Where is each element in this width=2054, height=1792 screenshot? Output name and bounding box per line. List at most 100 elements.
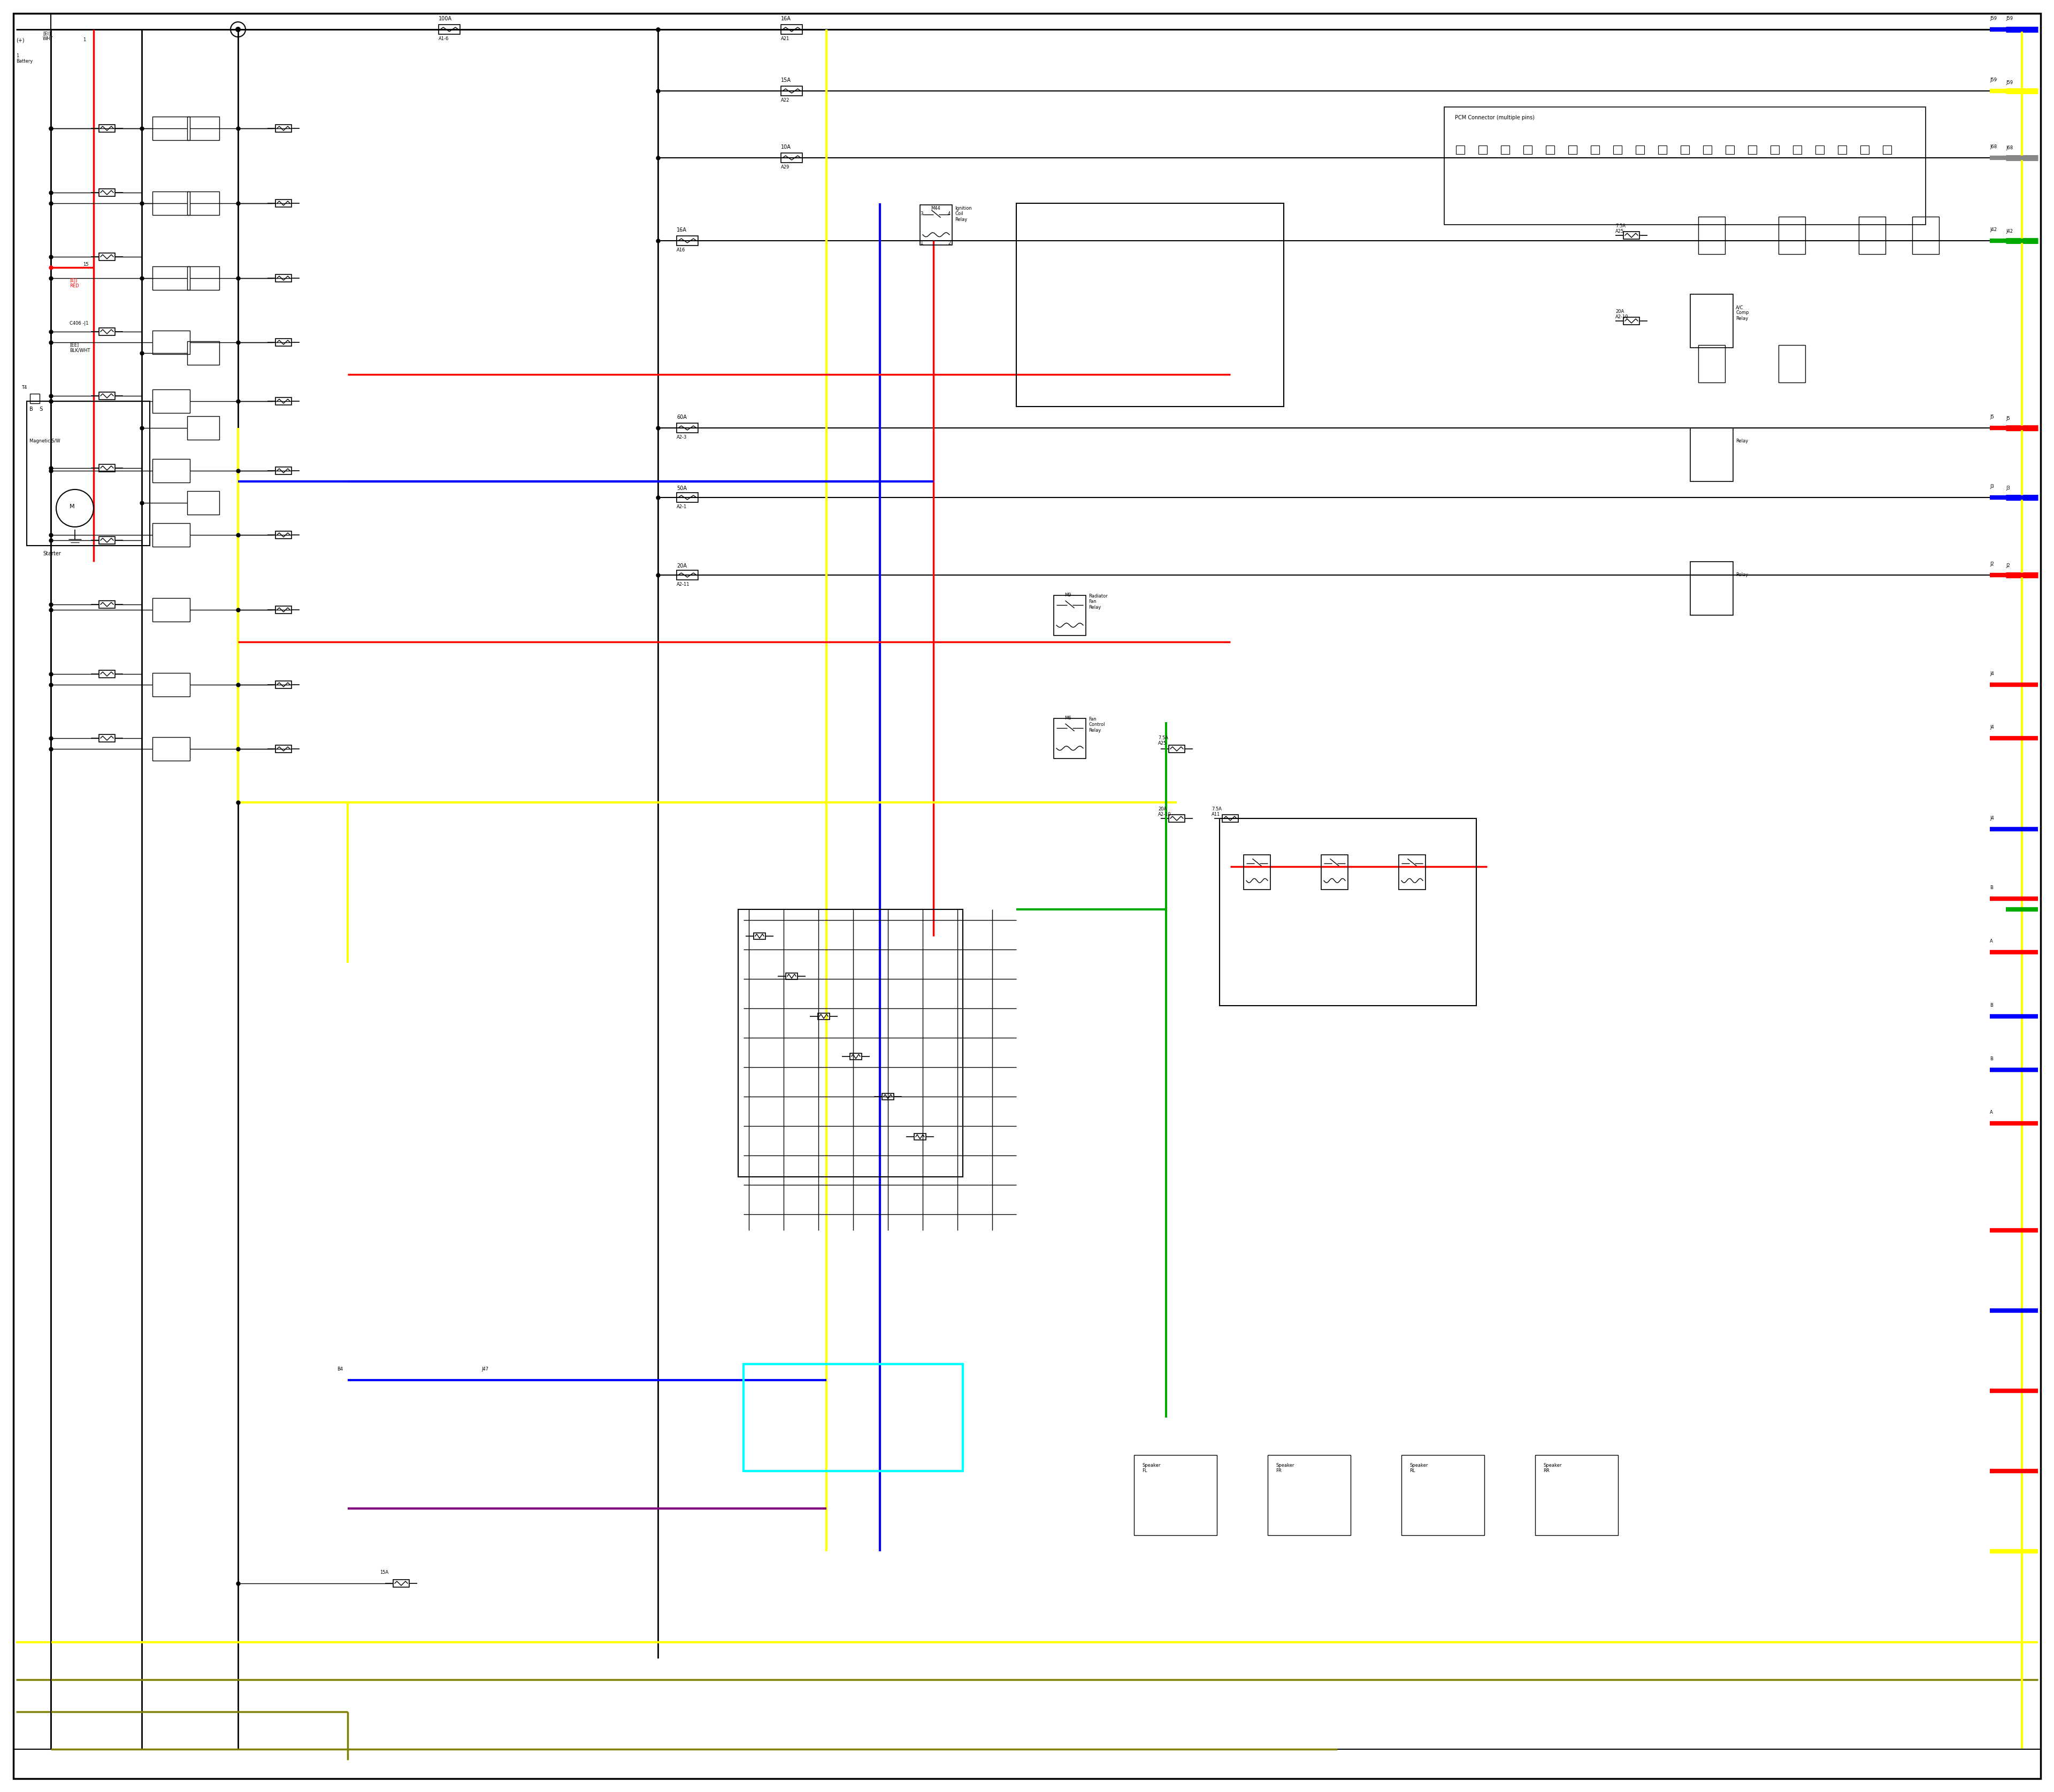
Text: B    S: B S xyxy=(29,407,43,412)
Bar xyxy=(1748,145,1756,154)
Text: Radiator
Fan
Relay: Radiator Fan Relay xyxy=(1089,593,1107,609)
Bar xyxy=(1779,346,1805,382)
Text: 4: 4 xyxy=(947,211,951,217)
Text: B: B xyxy=(1990,1057,1992,1061)
Text: J3: J3 xyxy=(2007,486,2011,491)
Text: [EE]
BLK/WHT: [EE] BLK/WHT xyxy=(70,342,90,353)
Bar xyxy=(187,416,220,439)
Bar xyxy=(1838,145,1847,154)
Bar xyxy=(187,192,220,215)
Text: 15A: 15A xyxy=(781,77,791,82)
Bar xyxy=(27,401,150,545)
Bar xyxy=(1725,145,1734,154)
Text: M6: M6 xyxy=(1064,715,1072,720)
Text: Relay: Relay xyxy=(1736,572,1748,577)
Bar xyxy=(781,86,803,95)
Text: Speaker
RL: Speaker RL xyxy=(1409,1462,1428,1473)
Text: J4: J4 xyxy=(1990,724,1994,729)
Bar xyxy=(787,973,797,980)
Bar xyxy=(275,681,292,688)
Text: J42: J42 xyxy=(1990,228,1996,233)
Bar xyxy=(275,398,292,405)
Bar xyxy=(275,339,292,346)
Text: J2: J2 xyxy=(2007,563,2011,568)
Bar xyxy=(1524,145,1532,154)
Bar xyxy=(676,237,698,246)
Text: A29: A29 xyxy=(781,165,789,170)
Bar xyxy=(881,1093,893,1100)
Text: T4: T4 xyxy=(21,385,27,391)
Text: Fan
Control
Relay: Fan Control Relay xyxy=(1089,717,1105,733)
Bar xyxy=(1793,145,1801,154)
Bar xyxy=(1816,145,1824,154)
Text: J68: J68 xyxy=(2007,145,2013,151)
Bar xyxy=(1635,145,1645,154)
Bar xyxy=(1444,108,1927,224)
Text: 7.5A
A11: 7.5A A11 xyxy=(1212,806,1222,817)
Text: B4: B4 xyxy=(337,1367,343,1371)
Bar xyxy=(1243,855,1269,889)
Text: 1
Battery: 1 Battery xyxy=(16,54,33,65)
Text: B: B xyxy=(1990,885,1992,891)
Bar xyxy=(152,389,189,412)
Bar xyxy=(1479,145,1487,154)
Text: C406 -|1: C406 -|1 xyxy=(70,321,88,326)
Bar xyxy=(99,125,115,133)
Bar xyxy=(152,192,189,215)
Text: [EJ]
RED: [EJ] RED xyxy=(70,278,78,289)
Bar xyxy=(99,536,115,545)
Bar xyxy=(152,674,189,697)
Bar xyxy=(1054,719,1087,758)
Text: J42: J42 xyxy=(2007,229,2013,233)
Text: M44: M44 xyxy=(930,206,941,211)
Bar xyxy=(152,267,189,290)
Text: J59: J59 xyxy=(1990,16,1996,22)
Text: A21: A21 xyxy=(781,36,789,41)
Bar xyxy=(275,530,292,539)
Bar xyxy=(1321,855,1347,889)
Bar xyxy=(781,152,803,163)
Bar xyxy=(1884,145,1892,154)
Text: 1: 1 xyxy=(920,240,922,246)
Bar xyxy=(31,394,39,403)
Bar xyxy=(99,188,115,197)
Bar xyxy=(187,491,220,514)
Bar xyxy=(99,328,115,335)
Bar xyxy=(676,493,698,502)
Bar xyxy=(1534,1455,1619,1536)
Bar xyxy=(1569,145,1577,154)
Text: Ignition
Coil
Relay: Ignition Coil Relay xyxy=(955,206,972,222)
Bar xyxy=(275,199,292,208)
Bar xyxy=(392,1579,409,1588)
Bar xyxy=(1703,145,1711,154)
Bar xyxy=(99,464,115,471)
Text: (+): (+) xyxy=(16,38,25,43)
Circle shape xyxy=(236,27,240,32)
Text: A2-11: A2-11 xyxy=(676,582,690,586)
Text: J4: J4 xyxy=(1990,815,1994,821)
Bar xyxy=(1699,346,1725,382)
Bar xyxy=(1779,217,1805,254)
Bar xyxy=(1690,294,1734,348)
Text: 15: 15 xyxy=(82,262,88,267)
Bar xyxy=(1690,561,1734,615)
Bar xyxy=(1267,1455,1352,1536)
Text: 1: 1 xyxy=(82,38,86,43)
Bar xyxy=(99,670,115,677)
Text: 7.5A
A25: 7.5A A25 xyxy=(1158,735,1169,745)
Text: Speaker
FL: Speaker FL xyxy=(1142,1462,1161,1473)
Bar xyxy=(187,340,220,366)
Bar xyxy=(1623,317,1639,324)
Text: Speaker
RR: Speaker RR xyxy=(1543,1462,1561,1473)
Text: A: A xyxy=(1990,939,1992,944)
Bar xyxy=(275,125,292,133)
Bar xyxy=(187,116,220,140)
Text: 20A
A2-10: 20A A2-10 xyxy=(1158,806,1171,817)
Text: Magnetic S/W: Magnetic S/W xyxy=(29,439,60,443)
Text: J47: J47 xyxy=(481,1367,489,1371)
Bar xyxy=(850,1054,863,1059)
Text: 3: 3 xyxy=(920,211,922,217)
Bar xyxy=(676,570,698,581)
Text: J59: J59 xyxy=(2007,81,2013,84)
Text: 20A
A2-10: 20A A2-10 xyxy=(1614,310,1629,319)
